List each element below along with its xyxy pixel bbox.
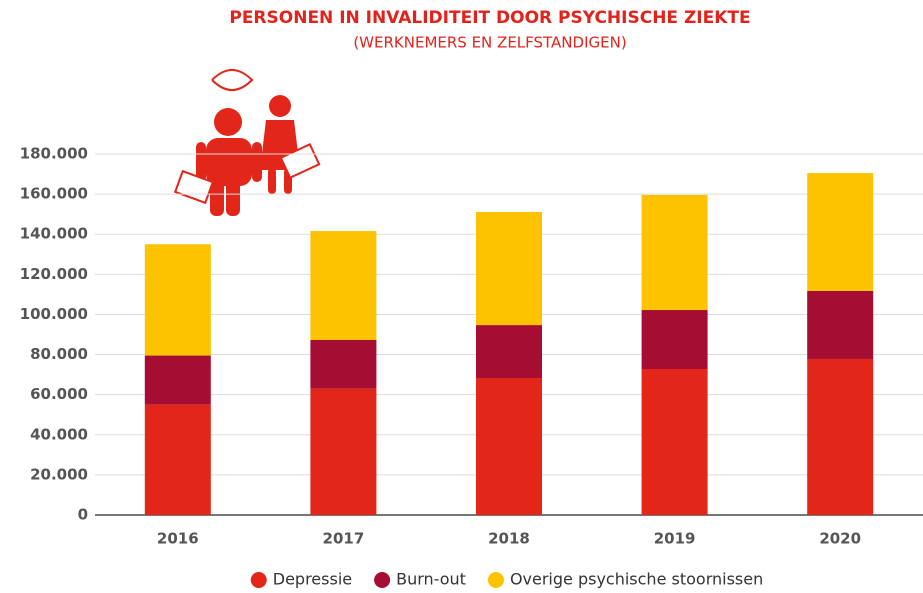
y-tick-label: 180.000 [20,145,88,163]
y-tick-label: 160.000 [20,185,88,203]
bar-segment [807,173,874,291]
legend-marker [250,572,267,588]
bar-segment [144,404,211,515]
bar-segment [310,388,377,515]
legend-label: Overige psychische stoornissen [510,570,763,589]
bar-segment [476,378,542,515]
y-tick-label: 140.000 [20,225,88,243]
chart-title: PERSONEN IN INVALIDITEIT DOOR PSYCHISCHE… [229,8,750,28]
x-tick-label: 2016 [157,530,199,548]
x-tick-label: 2020 [819,530,861,548]
chart-subtitle: (WERKNEMERS EN ZELFSTANDIGEN) [353,34,626,52]
y-tick-label: 0 [78,506,88,524]
y-tick-label: 40.000 [30,425,88,443]
bar-segment [807,358,874,515]
bar-segment [807,290,874,359]
legend-label: Burn-out [396,570,466,589]
bar-segment [310,339,377,389]
y-tick-label: 80.000 [30,345,88,363]
y-tick-label: 120.000 [20,265,88,283]
y-tick-label: 20.000 [30,465,88,483]
legend-marker [487,572,504,588]
bar-segment [476,211,542,326]
bar-segment [641,194,708,311]
x-tick-label: 2018 [488,530,530,548]
bar-segment [476,325,542,379]
y-tick-label: 100.000 [20,305,88,323]
illustration [173,69,321,216]
bar-segment [310,231,377,340]
legend-label: Depressie [273,570,352,589]
legend-marker [374,572,391,588]
bar-segment [144,244,211,356]
bar-segment [641,310,708,369]
bar-segment [144,355,211,405]
x-tick-label: 2019 [654,530,696,548]
bar-segment [641,368,708,515]
x-tick-label: 2017 [323,530,365,548]
y-tick-label: 60.000 [30,385,88,403]
